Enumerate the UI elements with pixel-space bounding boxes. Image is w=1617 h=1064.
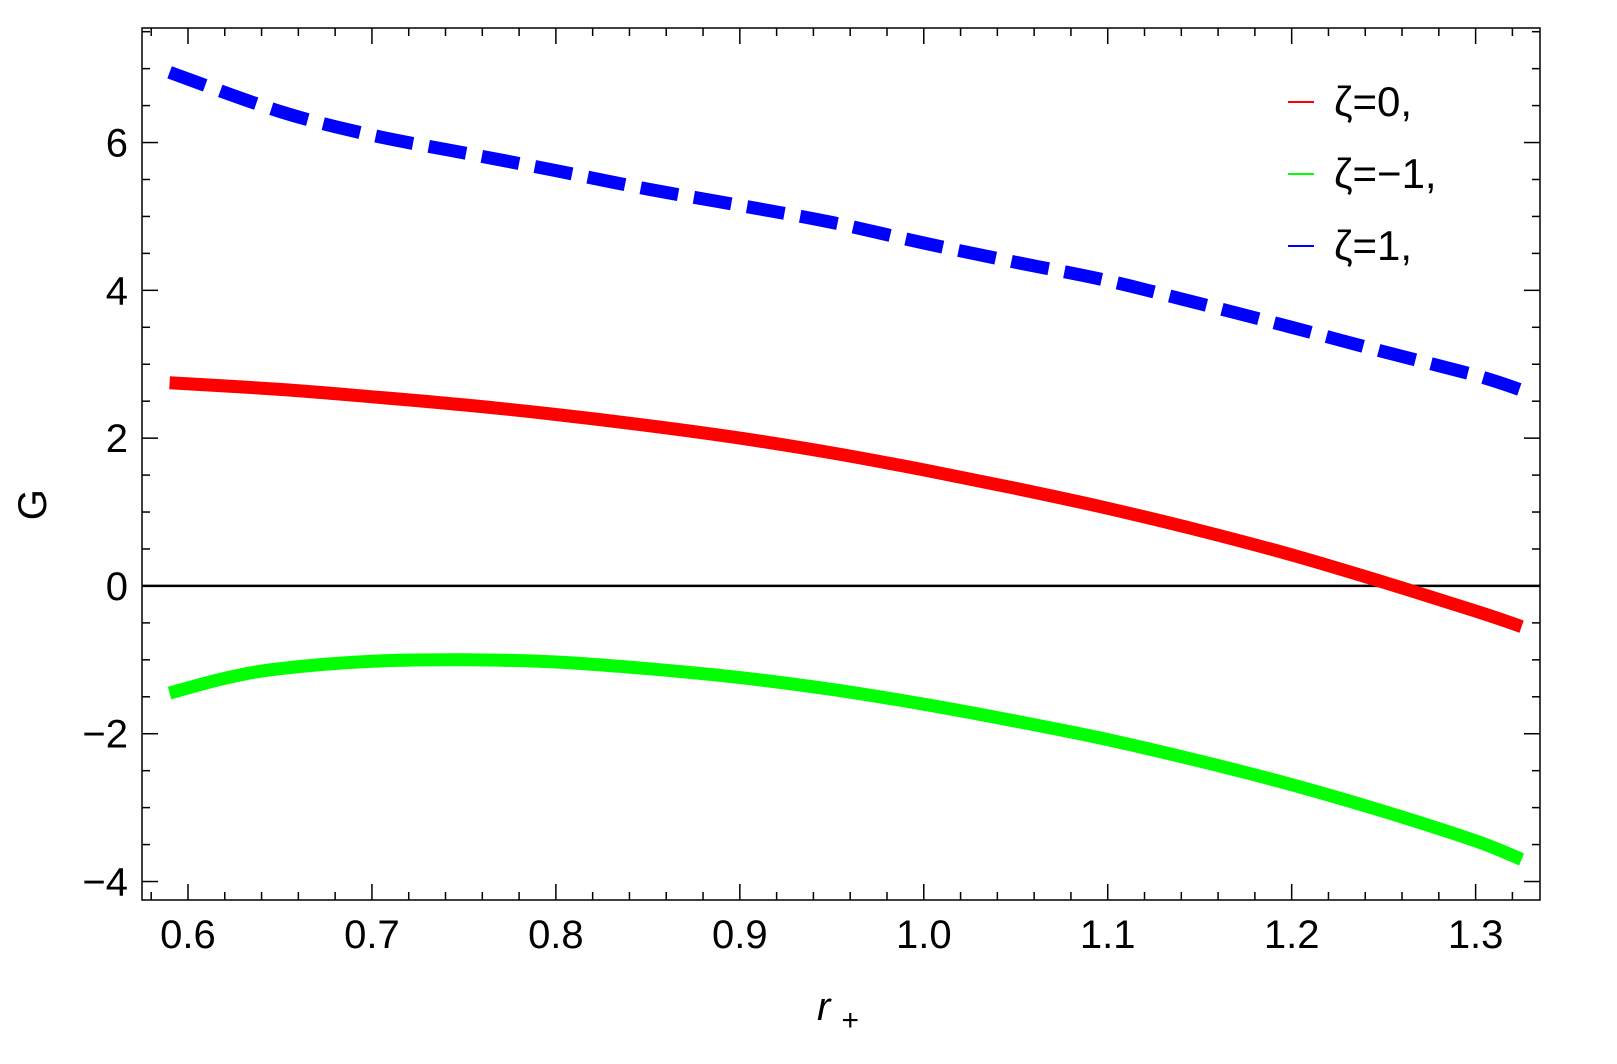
x-tick-label: 0.9 xyxy=(712,913,768,957)
series-line-2 xyxy=(167,66,1524,397)
x-axis-title-subscript: + xyxy=(841,1004,859,1037)
legend-label-2: ζ=1, xyxy=(1334,222,1412,269)
legend: ζ=0, ζ=−1, ζ=1, xyxy=(1288,78,1437,269)
x-axis-title: r + xyxy=(817,985,859,1037)
axis-ticks xyxy=(142,28,1540,900)
y-tick-label: 2 xyxy=(106,417,128,461)
y-tick-label: 4 xyxy=(106,269,128,313)
y-axis-title: G xyxy=(11,489,55,520)
plot-frame xyxy=(141,27,1541,901)
x-tick-label: 1.0 xyxy=(896,913,952,957)
legend-label-0: ζ=0, xyxy=(1334,78,1412,125)
series-line-0 xyxy=(169,376,1524,633)
y-tick-label: −4 xyxy=(82,861,128,905)
tick-labels: 0.6 0.7 0.8 0.9 1.0 1.1 1.2 1.3 −4 −2 0 2 4 6 xyxy=(82,122,1503,957)
series-line-1 xyxy=(167,653,1525,866)
y-tick-label: 0 xyxy=(106,565,128,609)
x-tick-label: 1.2 xyxy=(1264,913,1320,957)
x-tick-label: 1.3 xyxy=(1448,913,1504,957)
y-tick-label: 6 xyxy=(106,122,128,166)
x-axis-title-main: r xyxy=(817,985,832,1029)
legend-label-1: ζ=−1, xyxy=(1334,150,1437,197)
x-tick-label: 0.8 xyxy=(528,913,584,957)
x-tick-label: 1.1 xyxy=(1080,913,1136,957)
x-tick-label: 0.6 xyxy=(160,913,216,957)
x-tick-label: 0.7 xyxy=(344,913,400,957)
y-tick-label: −2 xyxy=(82,713,128,757)
series-group xyxy=(167,66,1525,866)
